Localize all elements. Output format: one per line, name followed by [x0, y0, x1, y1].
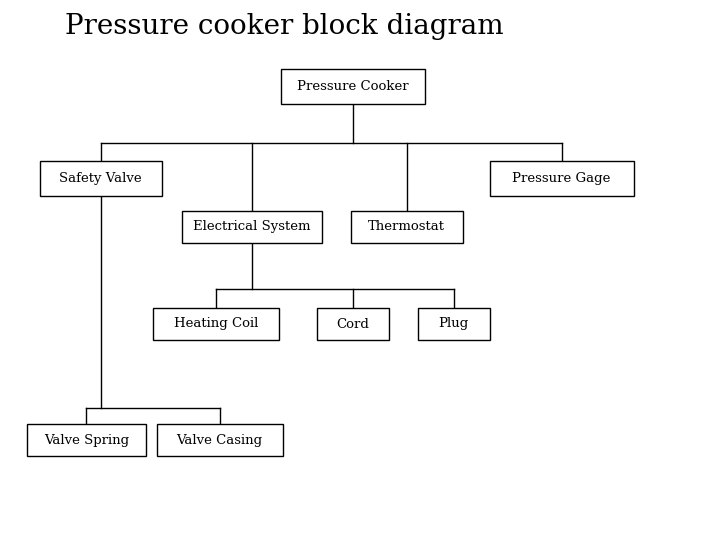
Text: Thermostat: Thermostat — [369, 220, 445, 233]
Text: Pressure Cooker: Pressure Cooker — [297, 80, 409, 93]
FancyBboxPatch shape — [317, 308, 389, 340]
Text: Electrical System: Electrical System — [193, 220, 311, 233]
FancyBboxPatch shape — [351, 211, 462, 243]
Text: Cord: Cord — [336, 318, 369, 330]
Text: Plug: Plug — [438, 318, 469, 330]
FancyBboxPatch shape — [490, 160, 634, 195]
FancyBboxPatch shape — [27, 424, 145, 456]
Text: Pressure cooker block diagram: Pressure cooker block diagram — [65, 14, 503, 40]
FancyBboxPatch shape — [40, 160, 162, 195]
FancyBboxPatch shape — [181, 211, 323, 243]
Text: Valve Casing: Valve Casing — [176, 434, 263, 447]
Text: Safety Valve: Safety Valve — [60, 172, 142, 185]
FancyBboxPatch shape — [281, 69, 425, 104]
Text: Heating Coil: Heating Coil — [174, 318, 258, 330]
Text: Pressure Gage: Pressure Gage — [513, 172, 611, 185]
FancyBboxPatch shape — [153, 308, 279, 340]
FancyBboxPatch shape — [418, 308, 490, 340]
FancyBboxPatch shape — [157, 424, 282, 456]
Text: Valve Spring: Valve Spring — [44, 434, 129, 447]
